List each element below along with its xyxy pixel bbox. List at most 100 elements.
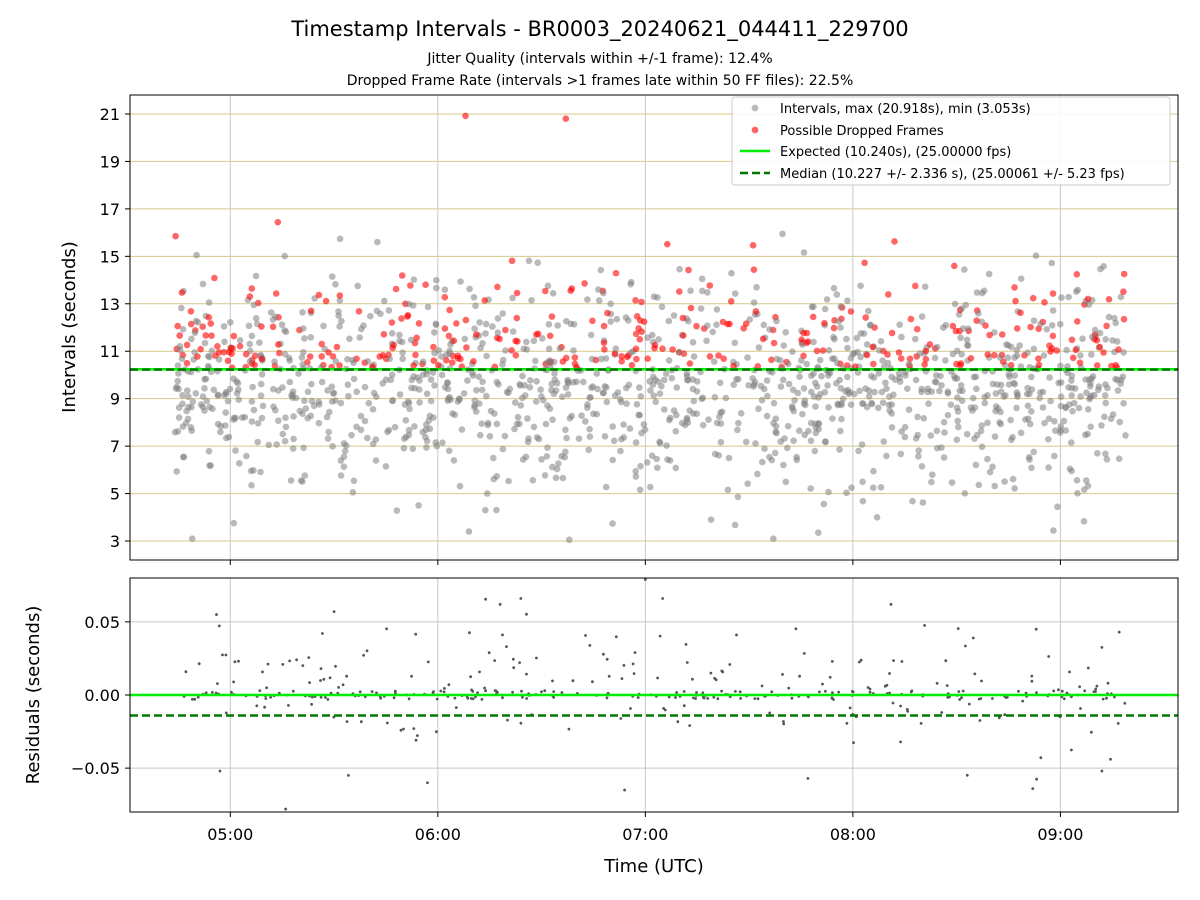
interval-point bbox=[423, 421, 430, 428]
interval-point bbox=[289, 445, 297, 452]
residual-point bbox=[476, 691, 479, 695]
interval-point bbox=[595, 297, 603, 304]
dropped-frame-point bbox=[1120, 315, 1128, 323]
interval-point bbox=[854, 369, 862, 376]
dropped-frame-point bbox=[1017, 309, 1024, 317]
residual-point bbox=[661, 597, 665, 600]
interval-point bbox=[938, 444, 945, 451]
interval-point bbox=[549, 463, 556, 471]
residual-point bbox=[958, 698, 961, 701]
interval-point bbox=[586, 425, 593, 433]
interval-point bbox=[406, 405, 413, 413]
residual-point bbox=[326, 698, 330, 701]
residual-point bbox=[944, 659, 948, 663]
residual-point bbox=[551, 679, 554, 683]
interval-point bbox=[1087, 423, 1094, 431]
dropped-frame-point bbox=[601, 346, 608, 353]
y-tick-label: 15 bbox=[100, 247, 120, 266]
interval-point bbox=[411, 384, 419, 392]
interval-point bbox=[275, 417, 282, 425]
interval-point bbox=[673, 411, 680, 419]
dropped-frame-point bbox=[275, 341, 282, 348]
interval-point bbox=[675, 348, 683, 356]
interval-point bbox=[278, 321, 286, 329]
interval-point bbox=[396, 391, 404, 398]
interval-point bbox=[823, 296, 831, 303]
interval-point bbox=[687, 287, 694, 295]
interval-point bbox=[704, 322, 711, 330]
interval-point bbox=[1119, 373, 1127, 381]
interval-point bbox=[525, 435, 532, 442]
dropped-frame-point bbox=[604, 309, 611, 317]
interval-point bbox=[848, 484, 855, 492]
residual-point bbox=[359, 720, 363, 724]
interval-point bbox=[257, 380, 265, 388]
dropped-frame-point bbox=[633, 355, 640, 363]
interval-point bbox=[873, 513, 881, 521]
residual-point bbox=[230, 690, 233, 694]
interval-point bbox=[1051, 418, 1058, 425]
interval-point bbox=[172, 385, 180, 392]
residual-point bbox=[919, 722, 923, 725]
residual-point bbox=[1092, 690, 1096, 693]
dropped-frame-point bbox=[1093, 362, 1101, 369]
interval-point bbox=[582, 418, 589, 425]
interval-point bbox=[511, 425, 518, 433]
interval-point bbox=[1045, 464, 1052, 471]
intervals-points bbox=[171, 112, 1129, 544]
interval-point bbox=[388, 330, 396, 337]
dropped-frame-point bbox=[315, 291, 323, 299]
dropped-frame-point bbox=[706, 282, 714, 289]
interval-point bbox=[978, 289, 986, 297]
interval-point bbox=[711, 393, 719, 401]
residual-point bbox=[498, 602, 502, 606]
dropped-frame-point bbox=[318, 353, 326, 360]
dropped-frame-point bbox=[415, 320, 423, 327]
residual-point bbox=[662, 707, 665, 710]
residual-point bbox=[210, 691, 214, 694]
residual-point bbox=[281, 663, 285, 666]
dropped-frame-point bbox=[706, 353, 714, 360]
interval-point bbox=[609, 456, 616, 464]
interval-point bbox=[825, 488, 832, 496]
residual-point bbox=[821, 682, 824, 686]
interval-point bbox=[538, 456, 545, 463]
residual-point bbox=[768, 711, 772, 715]
interval-point bbox=[320, 322, 327, 330]
residual-point bbox=[540, 690, 543, 694]
interval-point bbox=[285, 354, 293, 362]
interval-point bbox=[880, 438, 888, 445]
interval-point bbox=[1045, 415, 1053, 423]
interval-point bbox=[770, 399, 778, 407]
interval-point bbox=[310, 402, 318, 410]
interval-point bbox=[901, 433, 909, 441]
interval-point bbox=[905, 406, 913, 414]
interval-point bbox=[928, 478, 935, 486]
residual-point bbox=[923, 624, 926, 627]
interval-point bbox=[790, 437, 797, 445]
dropped-frame-point bbox=[413, 334, 421, 342]
dropped-frame-point bbox=[984, 351, 991, 358]
interval-point bbox=[401, 401, 409, 408]
interval-point bbox=[1120, 349, 1127, 356]
interval-point bbox=[315, 398, 323, 406]
interval-point bbox=[716, 413, 723, 421]
interval-point bbox=[829, 355, 836, 363]
interval-point bbox=[665, 317, 673, 325]
interval-point bbox=[281, 252, 289, 260]
dropped-frame-point bbox=[1103, 322, 1110, 330]
interval-point bbox=[408, 376, 416, 384]
interval-point bbox=[209, 405, 216, 413]
interval-point bbox=[1048, 322, 1056, 329]
residual-point bbox=[798, 674, 801, 678]
interval-point bbox=[580, 378, 587, 386]
interval-point bbox=[597, 355, 605, 363]
interval-point bbox=[929, 471, 936, 479]
interval-point bbox=[984, 455, 991, 463]
residual-point bbox=[217, 624, 221, 628]
interval-point bbox=[609, 423, 616, 430]
dropped-frame-point bbox=[176, 332, 183, 339]
residual-point bbox=[392, 696, 396, 700]
interval-point bbox=[282, 423, 290, 431]
